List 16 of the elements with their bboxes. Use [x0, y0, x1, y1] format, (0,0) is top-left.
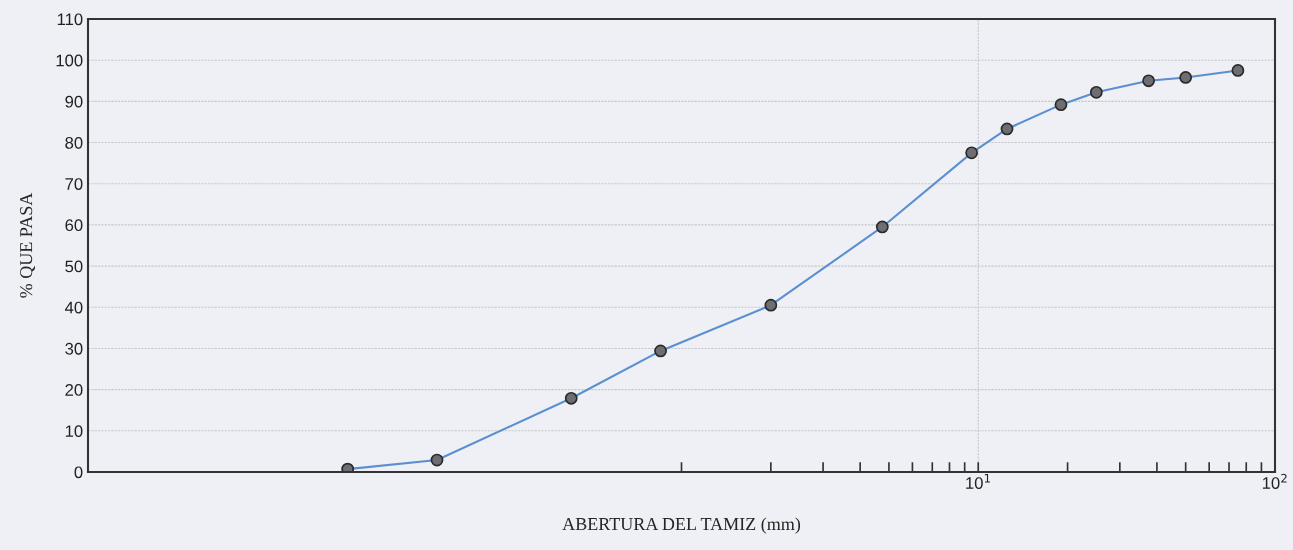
- y-tick-label: 60: [65, 219, 83, 232]
- y-tick-label: 40: [64, 301, 83, 314]
- y-tick-label: 0: [74, 466, 83, 479]
- y-tick-label: 70: [65, 178, 83, 190]
- x-tick-label: 10$^{2}$: [1262, 473, 1287, 489]
- y-tick-label: 20: [65, 384, 83, 396]
- y-tick-label: 50: [65, 260, 83, 273]
- y-tick-label: 100: [56, 54, 83, 67]
- y-tick-label: 30: [65, 342, 83, 355]
- y-tick-label: 80: [65, 136, 83, 149]
- x-axis-title: ABERTURA DEL TAMIZ (mm): [562, 517, 801, 534]
- y-axis-title: % QUE PASA: [20, 192, 35, 298]
- x-tick-label: 10$^{1}$: [966, 473, 990, 489]
- y-tick-label: 90: [65, 95, 83, 108]
- y-tick-label: 10: [65, 425, 83, 438]
- y-tick-label: 110: [57, 13, 83, 26]
